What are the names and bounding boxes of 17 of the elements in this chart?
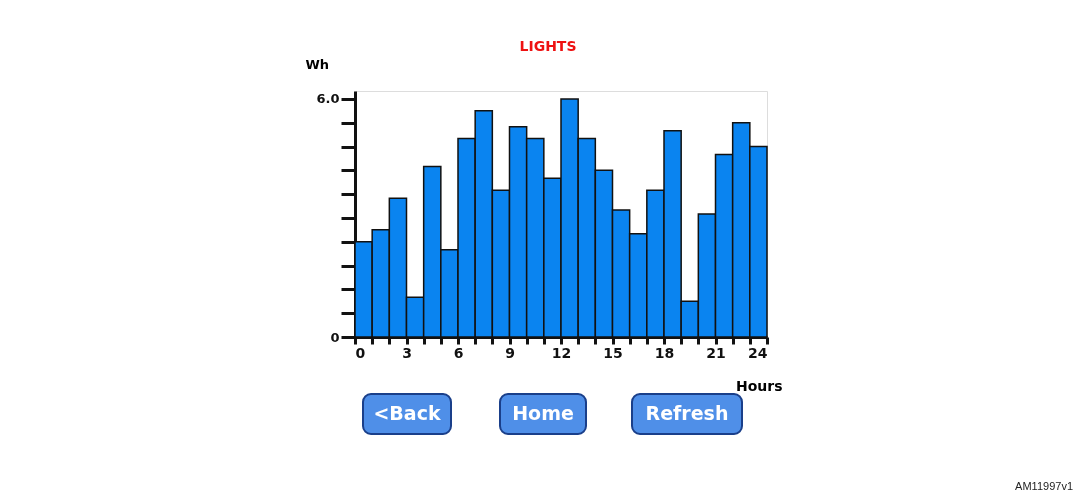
x-tick-label: 18: [654, 344, 675, 361]
x-tick-label: 3: [402, 344, 412, 361]
x-tick-label: 6: [453, 344, 464, 361]
y-tick-label: 6.0: [316, 91, 340, 107]
x-tick-label: 24: [748, 344, 768, 361]
x-tick-label: 12: [551, 344, 572, 361]
text: Home: [512, 402, 574, 424]
x-tick-label: 0: [355, 344, 366, 361]
x-tick-label: 21: [706, 344, 726, 361]
chart-title: LIGHTS: [519, 38, 577, 54]
text: AM11997v1: [1015, 480, 1073, 492]
text: Refresh: [645, 402, 729, 424]
x-tick-label: 15: [603, 344, 623, 361]
x-axis-title: Hours: [735, 377, 783, 394]
text: <Back: [373, 402, 441, 424]
x-tick-label: 9: [505, 344, 515, 361]
y-axis-title: Wh: [305, 56, 330, 72]
